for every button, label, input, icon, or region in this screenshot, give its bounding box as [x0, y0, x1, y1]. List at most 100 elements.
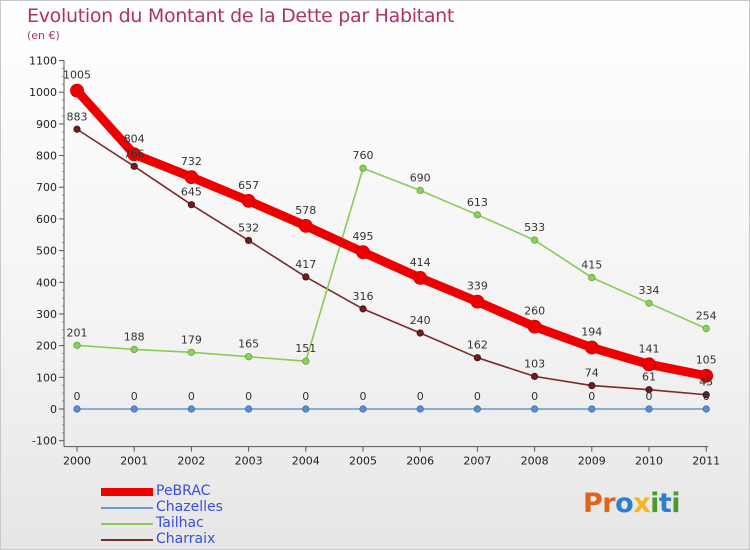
data-point — [187, 405, 195, 413]
data-label: 61 — [642, 371, 656, 384]
data-label: 657 — [238, 179, 259, 192]
data-label: 165 — [238, 338, 259, 351]
data-point — [241, 193, 256, 208]
data-point — [359, 164, 367, 172]
data-label: 578 — [295, 204, 316, 217]
y-tick-label: 0 — [50, 403, 57, 416]
data-point — [416, 405, 424, 413]
data-point — [588, 405, 596, 413]
data-label: 151 — [295, 342, 316, 355]
legend-item[interactable]: PeBRAC — [101, 483, 321, 500]
data-point — [298, 218, 313, 233]
data-label: 339 — [467, 280, 488, 293]
data-point — [130, 405, 138, 413]
data-point — [416, 329, 424, 337]
y-tick-label: 1100 — [29, 55, 57, 68]
data-label: 495 — [353, 230, 374, 243]
data-label: 141 — [639, 342, 660, 355]
data-point — [527, 319, 542, 334]
legend-label: PeBRAC — [156, 483, 211, 499]
data-label: 334 — [639, 284, 660, 297]
x-tick-label: 2000 — [63, 455, 91, 468]
data-label: 766 — [124, 147, 145, 160]
x-tick-label: 2006 — [406, 455, 434, 468]
y-tick-label: 200 — [36, 340, 57, 353]
brand-letter: r — [602, 488, 616, 519]
data-label: 804 — [124, 132, 145, 145]
data-label: 414 — [410, 256, 431, 269]
data-point — [473, 211, 481, 219]
data-label: 0 — [474, 390, 481, 403]
data-point — [416, 186, 424, 195]
data-point — [73, 405, 81, 413]
data-label: 188 — [124, 330, 145, 343]
x-tick-label: 2007 — [463, 455, 491, 468]
data-label: 316 — [353, 290, 374, 303]
y-tick-label: 100 — [36, 371, 57, 384]
y-tick-label: 300 — [36, 308, 57, 321]
legend-item[interactable]: Tailhac — [101, 515, 321, 532]
data-label: 254 — [696, 310, 717, 323]
series-line — [76, 128, 708, 396]
legend-swatch — [101, 507, 153, 509]
data-point — [302, 273, 310, 281]
data-point — [359, 405, 367, 413]
data-label: 690 — [410, 171, 431, 184]
data-point — [302, 357, 310, 365]
series-pebrac — [70, 83, 714, 383]
data-point — [127, 147, 142, 162]
data-label: 645 — [181, 186, 202, 199]
data-point — [530, 372, 539, 380]
chart-title: Evolution du Montant de la Dette par Hab… — [27, 5, 455, 27]
data-point — [702, 324, 710, 333]
data-point — [584, 340, 599, 355]
data-label: 0 — [360, 390, 367, 403]
x-tick-label: 2003 — [235, 455, 263, 468]
brand-letter: x — [633, 488, 651, 519]
data-point — [470, 294, 485, 309]
data-label: 103 — [524, 357, 545, 370]
y-tick-label: 800 — [36, 150, 57, 163]
series-charraix — [73, 125, 710, 399]
y-tick-label: 1000 — [29, 86, 57, 99]
data-point — [245, 236, 253, 245]
brand-letter: i — [650, 488, 659, 519]
brand-logo: Proxiti — [583, 488, 681, 519]
data-label: 732 — [181, 155, 202, 168]
legend-item[interactable]: Charraix — [101, 531, 321, 548]
chart-subtitle: (en €) — [27, 29, 60, 42]
legend-swatch — [101, 523, 153, 525]
legend-item[interactable]: Chazelles — [101, 499, 321, 516]
brand-letter: o — [615, 488, 634, 519]
data-label: 0 — [646, 390, 653, 403]
y-tick-label: 500 — [36, 245, 57, 258]
data-label: 201 — [67, 326, 88, 339]
y-tick-label: 900 — [36, 118, 57, 131]
data-point — [359, 305, 367, 313]
data-label: 0 — [245, 390, 252, 403]
data-point — [702, 391, 710, 399]
series-chazelles — [73, 405, 710, 413]
data-point — [473, 405, 481, 413]
data-label: 0 — [588, 390, 595, 403]
x-tick-label: 2010 — [635, 455, 663, 468]
data-label: 260 — [524, 305, 545, 318]
data-point — [642, 357, 656, 372]
data-label: 532 — [238, 221, 259, 234]
data-point — [70, 83, 84, 98]
x-tick-label: 2011 — [692, 455, 720, 468]
x-tick-label: 2008 — [521, 455, 549, 468]
data-point — [302, 405, 310, 413]
data-label: 0 — [302, 390, 309, 403]
data-point — [187, 201, 195, 209]
data-label: 0 — [131, 390, 138, 403]
data-point — [473, 354, 481, 362]
brand-letter: i — [671, 488, 681, 519]
legend-label: Chazelles — [156, 499, 223, 515]
data-point — [245, 353, 253, 361]
data-label: 1005 — [63, 69, 91, 82]
data-label: 179 — [181, 333, 202, 346]
y-tick-label: 700 — [36, 181, 57, 194]
data-point — [588, 381, 596, 390]
